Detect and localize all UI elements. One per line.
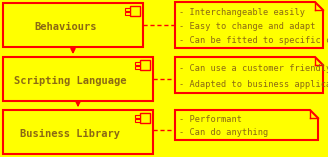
FancyBboxPatch shape [135,65,140,69]
Text: - Performant: - Performant [179,115,242,124]
FancyBboxPatch shape [140,113,150,123]
FancyBboxPatch shape [140,60,150,70]
Text: - Easy to change and adapt: - Easy to change and adapt [179,22,316,31]
Text: - Adapted to business application: - Adapted to business application [179,80,328,89]
Text: Behaviours: Behaviours [35,22,97,32]
FancyBboxPatch shape [130,6,140,16]
FancyBboxPatch shape [3,3,143,47]
Text: - Can do anything: - Can do anything [179,128,268,137]
Text: - Interchangeable easily: - Interchangeable easily [179,8,305,17]
FancyBboxPatch shape [3,57,153,101]
FancyBboxPatch shape [135,119,140,122]
FancyBboxPatch shape [135,114,140,118]
Polygon shape [175,2,323,48]
Polygon shape [175,57,323,93]
Text: Business Library: Business Library [20,129,120,139]
Text: Scripting Language: Scripting Language [14,76,127,86]
Text: - Can be fitted to specific contexts: - Can be fitted to specific contexts [179,36,328,45]
Polygon shape [175,110,318,140]
Text: - Can use a customer friendlyDSL: - Can use a customer friendlyDSL [179,64,328,73]
FancyBboxPatch shape [3,110,153,154]
FancyBboxPatch shape [125,8,130,11]
FancyBboxPatch shape [135,62,140,65]
FancyBboxPatch shape [125,11,130,15]
